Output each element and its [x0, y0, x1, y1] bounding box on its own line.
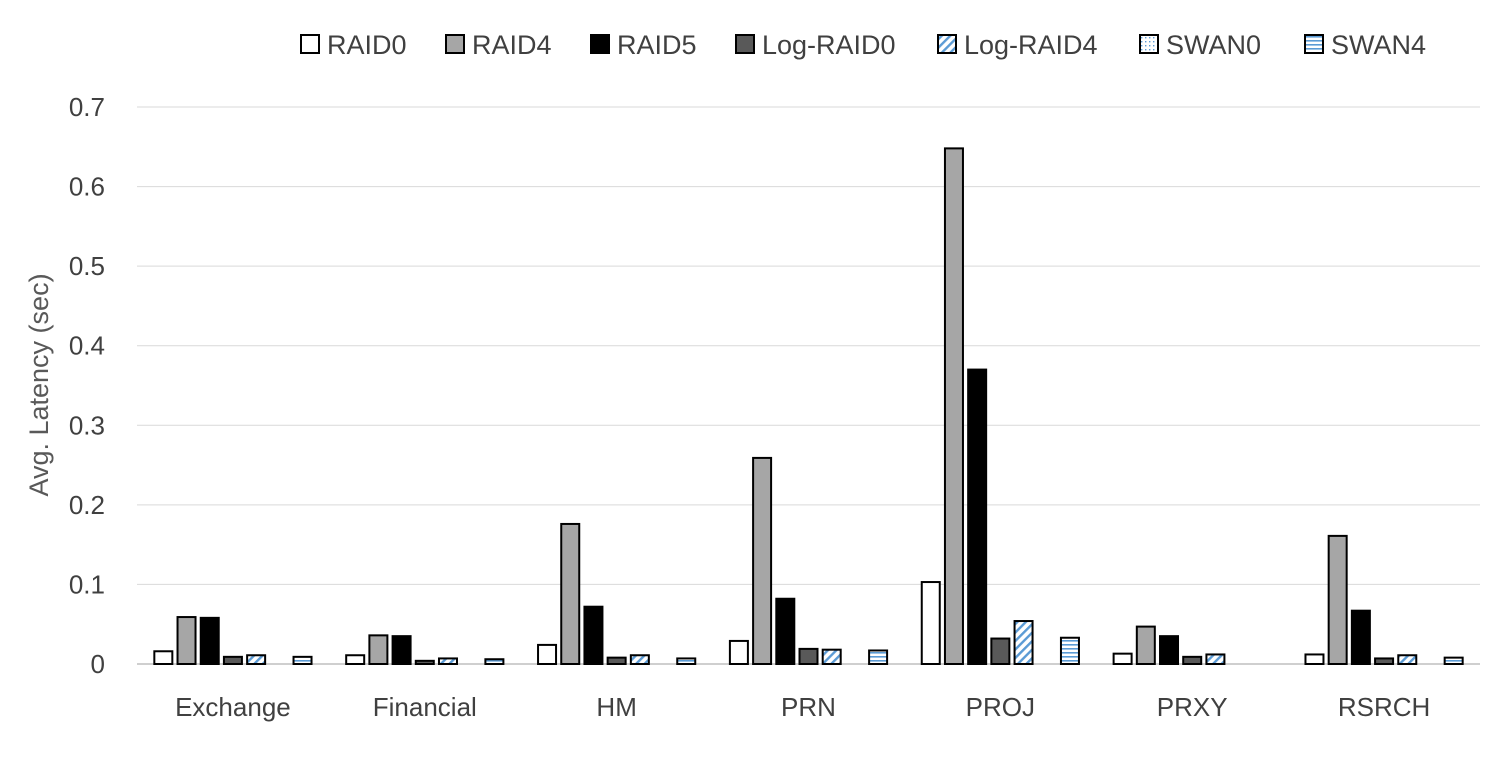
bar-raid4	[176, 616, 197, 665]
y-tick-label: 0.3	[69, 410, 105, 440]
legend-label: Log-RAID0	[762, 30, 896, 60]
bar-swan4	[484, 658, 505, 665]
bar-group-proj	[920, 147, 1080, 666]
x-category-label: HM	[596, 692, 636, 722]
bar-raid5	[1350, 609, 1371, 665]
legend-label: RAID4	[472, 30, 552, 60]
bar-log-raid0	[222, 655, 243, 665]
bar-raid4	[752, 456, 773, 665]
x-category-label: RSRCH	[1338, 692, 1430, 722]
bars	[153, 147, 1464, 666]
bar-group-prn	[728, 456, 889, 665]
legend-label: RAID5	[617, 30, 697, 60]
legend-item-swan0: SWAN0	[1139, 30, 1261, 60]
legend-item-log-raid0: Log-RAID0	[735, 30, 896, 60]
legend-item-raid4: RAID4	[445, 30, 552, 60]
legend-item-swan4: SWAN4	[1304, 30, 1426, 60]
gridlines	[137, 106, 1480, 665]
bar-log-raid4	[821, 648, 842, 665]
y-tick-label: 0	[91, 649, 105, 679]
bar-raid0	[1112, 652, 1133, 665]
bar-log-raid0	[606, 656, 627, 665]
bar-log-raid4	[1013, 620, 1034, 666]
legend-swatch	[937, 34, 957, 54]
legend-label: Log-RAID4	[964, 30, 1098, 60]
legend-item-log-raid4: Log-RAID4	[937, 30, 1098, 60]
bar-log-raid0	[414, 659, 435, 665]
legend: RAID0 RAID4 RAID5 Log-RAID0 Log-RAID4 SWAN0 SW…	[300, 30, 1426, 60]
x-category-label: Exchange	[175, 692, 291, 722]
x-category-label: PRN	[781, 692, 836, 722]
bar-group-rsrch	[1304, 534, 1464, 666]
y-tick-label: 0.6	[69, 172, 105, 202]
legend-swatch	[735, 34, 755, 54]
legend-label: SWAN0	[1166, 30, 1261, 60]
y-tick-label: 0.1	[69, 569, 105, 599]
bar-raid4	[943, 147, 964, 665]
bar-log-raid4	[629, 654, 650, 665]
bar-log-raid0	[1182, 655, 1203, 665]
bar-raid0	[537, 643, 558, 665]
legend-label: RAID0	[327, 30, 407, 60]
legend-swatch	[590, 34, 610, 54]
x-category-label: Financial	[373, 692, 477, 722]
bar-group-financial	[345, 634, 505, 666]
legend-item-raid0: RAID0	[300, 30, 407, 60]
legend-item-raid5: RAID5	[590, 30, 697, 60]
bar-group-prxy	[1112, 625, 1226, 666]
bar-raid4	[1135, 625, 1156, 666]
legend-swatch	[300, 34, 320, 54]
bar-raid0	[728, 639, 749, 665]
bar-group-hm	[537, 522, 697, 665]
bar-raid0	[345, 654, 366, 665]
bar-swan4	[1059, 636, 1080, 666]
bar-log-raid0	[990, 637, 1011, 666]
bar-swan4	[1443, 656, 1464, 665]
bar-group-exchange	[153, 616, 313, 665]
legend-swatch	[445, 34, 465, 54]
bar-swan4	[868, 649, 889, 665]
bar-log-raid4	[1205, 653, 1226, 665]
legend-swatch	[1304, 34, 1324, 54]
x-category-label: PROJ	[966, 692, 1035, 722]
bar-raid0	[1304, 653, 1325, 665]
bar-raid5	[775, 597, 796, 665]
legend-swatch	[1139, 34, 1159, 54]
bar-log-raid0	[1374, 657, 1395, 665]
bar-raid4	[1327, 534, 1348, 666]
bar-raid5	[1159, 635, 1180, 666]
y-tick-label: 0.2	[69, 490, 105, 520]
bar-raid0	[153, 650, 174, 665]
bar-raid5	[199, 616, 220, 665]
bar-raid5	[967, 368, 988, 665]
legend-label: SWAN4	[1331, 30, 1426, 60]
bar-log-raid4	[1397, 654, 1418, 665]
y-tick-label: 0.5	[69, 251, 105, 281]
bar-raid0	[920, 581, 941, 666]
bar-raid4	[560, 522, 581, 665]
x-axis-categories: Exchange Financial HM PRN PROJ PRXY RSRCH	[175, 692, 1430, 722]
bar-swan4	[292, 655, 313, 665]
bar-raid5	[391, 635, 412, 666]
y-tick-label: 0.4	[69, 331, 105, 361]
bar-swan4	[676, 657, 697, 665]
bar-log-raid0	[798, 647, 819, 665]
bar-raid5	[583, 605, 604, 665]
y-tick-label: 0.7	[69, 92, 105, 122]
bar-raid4	[368, 634, 389, 666]
x-category-label: PRXY	[1157, 692, 1228, 722]
bar-log-raid4	[437, 657, 458, 665]
y-axis-title: Avg. Latency (sec)	[24, 273, 54, 496]
bar-log-raid4	[246, 654, 267, 665]
y-axis-ticks: 0 0.1 0.2 0.3 0.4 0.5 0.6 0.7	[69, 92, 105, 679]
